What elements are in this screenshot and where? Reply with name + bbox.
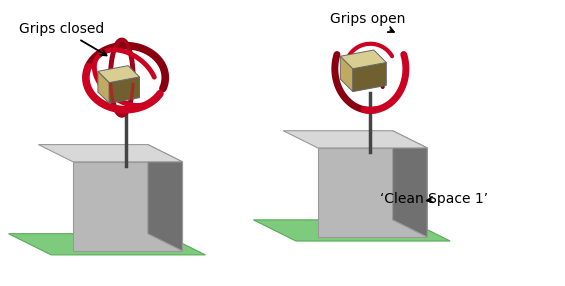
Polygon shape [98,71,109,103]
Polygon shape [253,220,450,241]
Text: Grips open: Grips open [330,12,405,32]
Polygon shape [148,145,182,251]
Polygon shape [283,131,427,148]
Polygon shape [73,162,182,251]
Polygon shape [318,148,427,237]
Polygon shape [38,145,182,162]
Text: ‘Clean Space 1’: ‘Clean Space 1’ [380,192,488,206]
Text: Grips closed: Grips closed [19,22,107,55]
Polygon shape [340,56,353,92]
Polygon shape [98,66,140,83]
Polygon shape [8,234,206,255]
Polygon shape [393,131,427,237]
Polygon shape [340,50,386,69]
Polygon shape [353,62,386,92]
Polygon shape [109,77,140,103]
